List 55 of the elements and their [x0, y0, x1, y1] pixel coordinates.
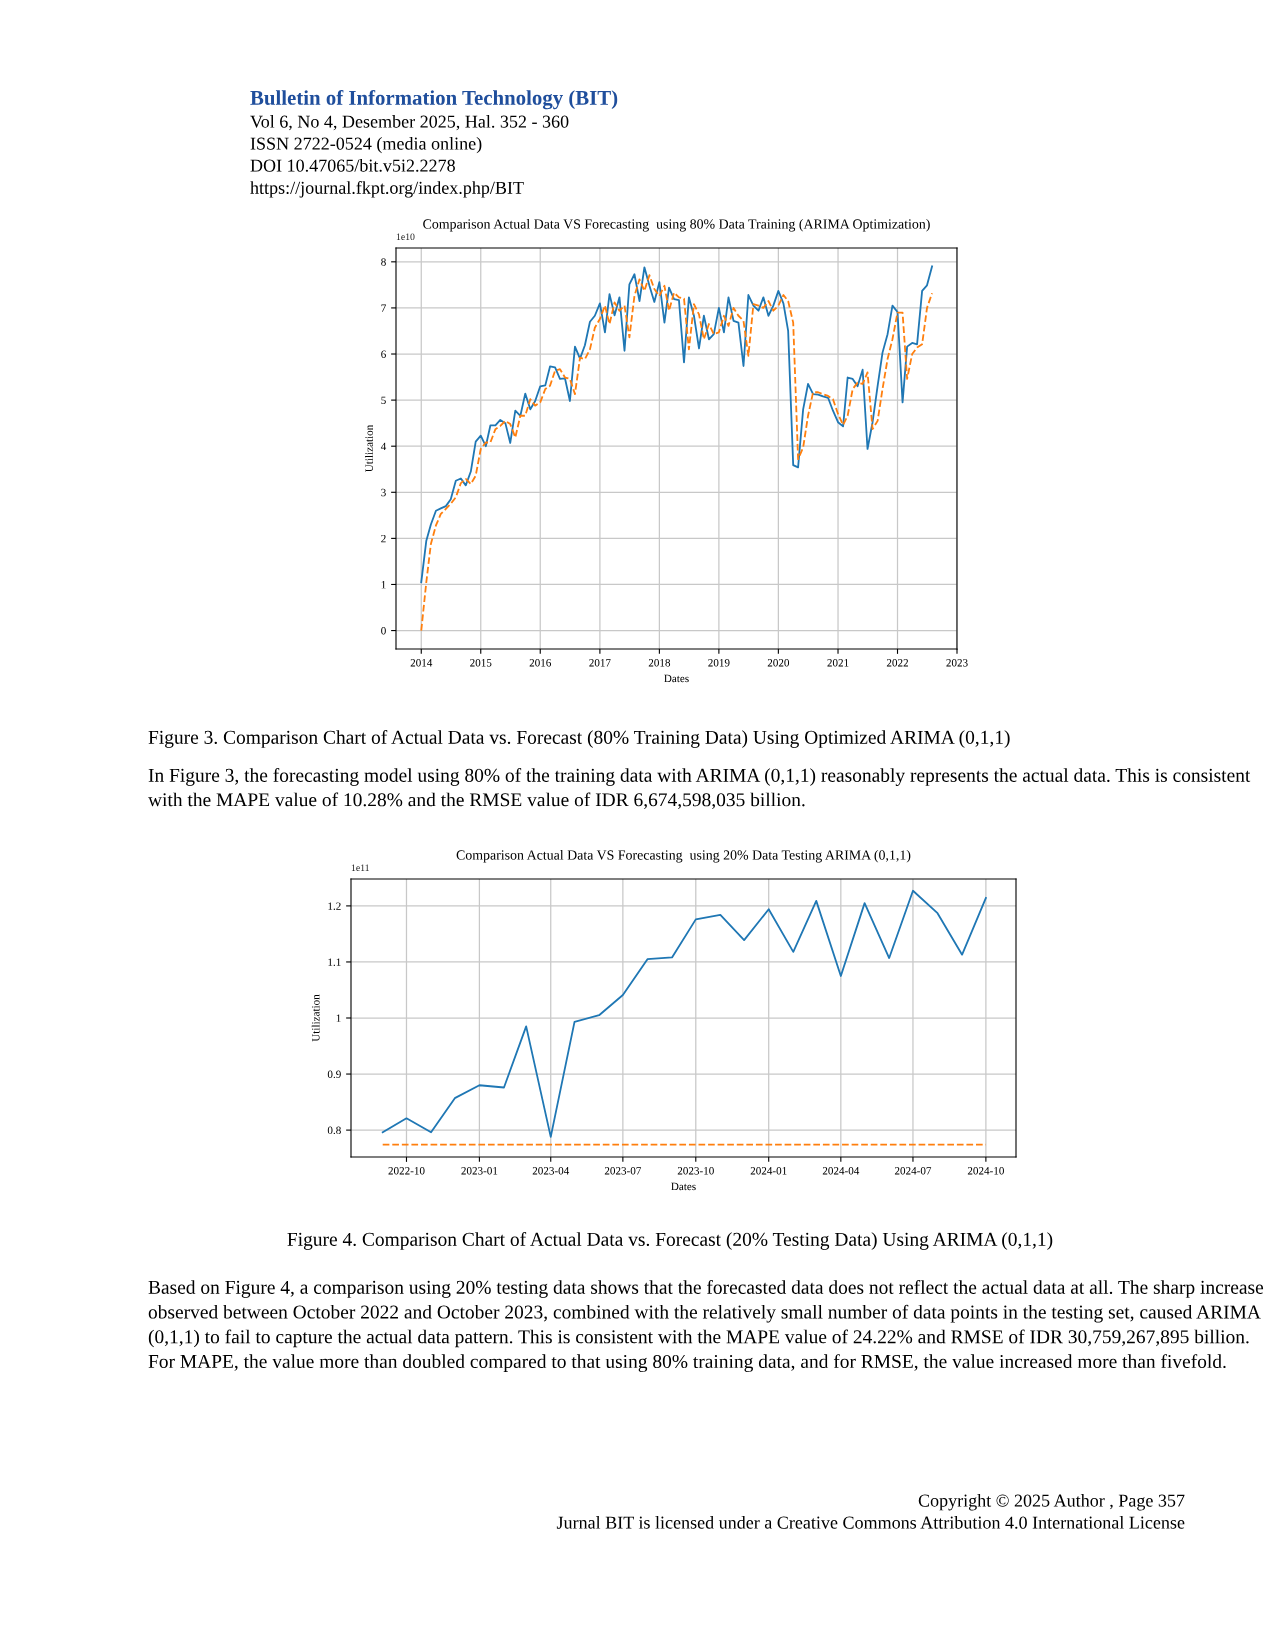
- x-axis-title: Dates: [664, 674, 689, 683]
- y-tick-label: 3: [381, 488, 386, 497]
- y-tick-label: 4: [380, 442, 387, 451]
- text: Copyright © 2025 Author , Page 357: [918, 1494, 1185, 1511]
- chart-title: Comparison Actual Data VS Forecasting using 20% Data Testing ARIMA (0,1,1): [456, 849, 911, 863]
- line-series: [420, 265, 933, 584]
- x-tick-label: 2016: [529, 659, 552, 667]
- x-tick-label: 2024-10: [967, 1167, 1004, 1175]
- text: Bulletin of Information Technology (BIT): [250, 90, 618, 110]
- text: DOI 10.47065/bit.v5i2.2278: [250, 159, 455, 172]
- y-tick-label: 7: [381, 304, 386, 312]
- x-tick-label: 2022: [886, 659, 909, 667]
- y-tick-label: 2: [381, 534, 386, 543]
- x-tick-label: 2022-10: [388, 1167, 425, 1175]
- text: 1e11: [351, 864, 369, 872]
- x-tick-label: 2023-07: [604, 1167, 642, 1175]
- y-tick-label: 0.8: [327, 1126, 341, 1135]
- y-tick-label: 1: [381, 580, 386, 589]
- y-tick-label: 6: [381, 350, 386, 358]
- x-tick-label: 2018: [648, 659, 671, 667]
- x-tick-label: 2024-07: [894, 1167, 932, 1175]
- text: Vol 6, No 4, Desember 2025, Hal. 352 - 360: [250, 115, 569, 131]
- y-tick-label: 1.2: [328, 902, 341, 910]
- y-tick-label: 1: [336, 1014, 341, 1022]
- caption: Figure 4. Comparison Chart of Actual Data vs. Forecast (20% Testing Data) Using ARIMA (0,1,1): [287, 1232, 1053, 1250]
- x-tick-label: 2023-01: [461, 1167, 498, 1175]
- x-tick-label: 2019: [708, 659, 730, 667]
- text: In Figure 3, the forecasting model using 80% of the training data with ARIMA (0,1,1) reasonably represents the actual data. This is consistent with the MAPE value of 10.28% and the RMSE value of IDR 6,674,598,035 billion.: [148, 768, 1251, 810]
- y-axis-title: Utilization: [311, 994, 320, 1042]
- y-axis-title: Utilization: [365, 424, 373, 473]
- y-tick-label: 8: [381, 258, 386, 266]
- x-tick-label: 2015: [470, 659, 492, 667]
- text: 1e10: [396, 233, 415, 241]
- text: ISSN 2722-0524 (media online): [250, 137, 482, 154]
- x-tick-label: 2020: [767, 659, 790, 667]
- x-tick-label: 2023-10: [677, 1167, 714, 1175]
- x-tick-label: 2017: [589, 659, 611, 667]
- line-series: [381, 889, 987, 1138]
- x-axis-title: Dates: [671, 1182, 696, 1191]
- x-tick-label: 2024-01: [750, 1167, 787, 1175]
- caption: Figure 3. Comparison Chart of Actual Data vs. Forecast (80% Training Data) Using Optimized ARIMA (0,1,1): [148, 730, 1010, 748]
- x-tick-label: 2014: [410, 659, 433, 667]
- chart-title: Comparison Actual Data VS Forecasting using 80% Data Training (ARIMA Optimization): [423, 218, 930, 232]
- y-tick-label: 1.1: [328, 958, 341, 966]
- x-tick-label: 2023: [946, 659, 968, 667]
- line-series: [420, 274, 933, 632]
- x-tick-label: 2021: [827, 659, 849, 667]
- x-tick-label: 2024-04: [822, 1167, 860, 1175]
- text: Jurnal BIT is licensed under a Creative Commons Attribution 4.0 International License: [556, 1516, 1185, 1529]
- y-tick-label: 0: [381, 627, 386, 635]
- y-tick-label: 5: [381, 396, 386, 405]
- x-tick-label: 2023-04: [532, 1167, 570, 1175]
- y-tick-label: 0.9: [327, 1070, 341, 1079]
- text: https://journal.fkpt.org/index.php/BIT: [250, 181, 524, 198]
- text: Based on Figure 4, a comparison using 20% testing data shows that the forecasted data does not reflect the actual data at all. The sharp increase observed between October 2022 and October 2023, combined with the relatively small number of data points in the testing set, caused ARIMA (0,1,1) to fail to capture the actual data pattern. This is consistent with the MAPE value of 24.22% and RMSE of IDR 30,759,267,895 billion. For MAPE, the value more than doubled compared to that using 80% training data, and for RMSE, the value increased more than fivefold.: [148, 1280, 1264, 1373]
